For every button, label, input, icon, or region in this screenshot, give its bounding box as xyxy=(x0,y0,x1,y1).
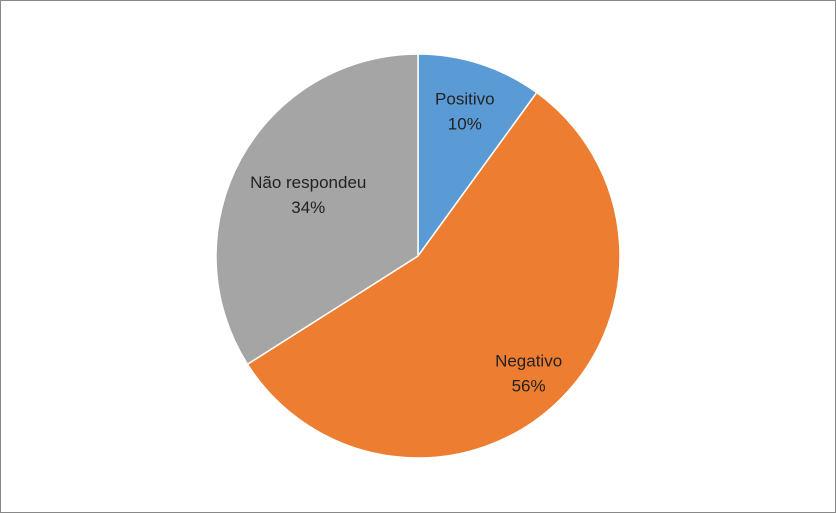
slice-value-label: 34% xyxy=(291,198,325,217)
slice-value-label: 56% xyxy=(512,376,546,395)
pie-slice xyxy=(215,53,419,366)
slice-label: Negativo xyxy=(495,351,562,370)
pie-slice xyxy=(417,53,538,259)
pie-slice xyxy=(246,91,621,459)
slice-value-label: 10% xyxy=(448,114,482,133)
slice-label: Não respondeu xyxy=(250,173,366,192)
slice-label: Positivo xyxy=(435,89,495,108)
